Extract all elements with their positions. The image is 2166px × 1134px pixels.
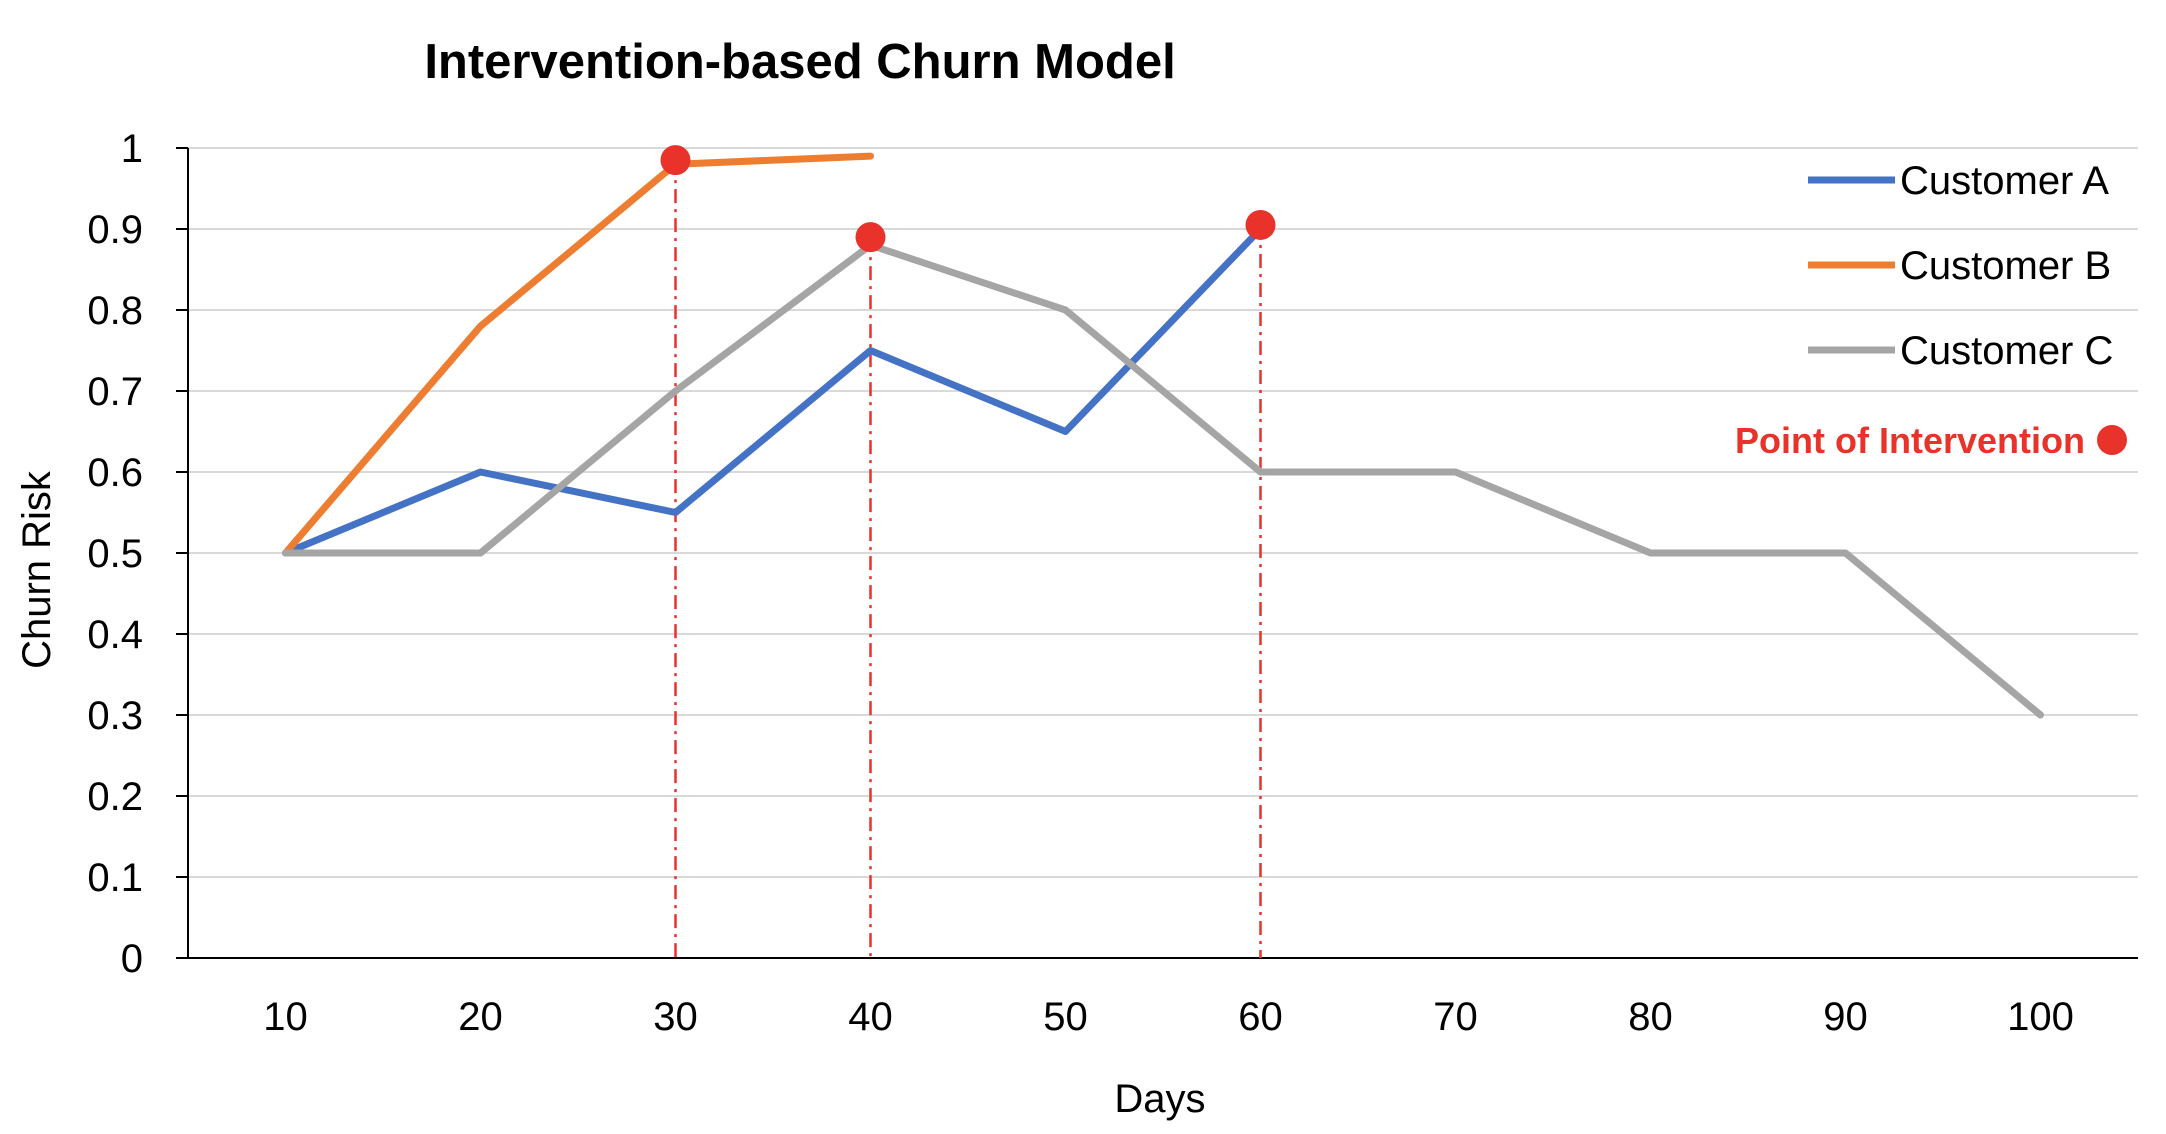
x-axis-ticks: 10 20 30 40 50 60 70 80 90 100 xyxy=(263,995,2074,1039)
y-tick-label: 0.2 xyxy=(87,775,143,819)
y-tick-label: 0.7 xyxy=(87,370,143,414)
x-tick-label: 100 xyxy=(2007,995,2074,1039)
y-tick-label: 0.6 xyxy=(87,451,143,495)
intervention-point xyxy=(855,222,886,253)
x-tick-label: 80 xyxy=(1628,995,1673,1039)
x-axis-label: Days xyxy=(1114,1077,1205,1121)
x-tick-label: 50 xyxy=(1043,995,1088,1039)
legend-label: Customer B xyxy=(1900,244,2111,288)
x-tick-label: 30 xyxy=(653,995,698,1039)
y-tick-label: 0.3 xyxy=(87,694,143,738)
legend-label: Customer A xyxy=(1900,159,2109,203)
series-line-customer-c xyxy=(282,241,2044,719)
series-line-customer-b xyxy=(282,152,874,557)
y-axis-ticks: 0 0.1 0.2 0.3 0.4 0.5 0.6 0.7 0.8 0.9 1 xyxy=(87,127,2138,981)
x-tick-label: 20 xyxy=(458,995,503,1039)
legend: Customer A Customer B Customer C Point of I… xyxy=(1735,159,2127,461)
y-tick-label: 0.1 xyxy=(87,856,143,900)
series-lines xyxy=(282,152,2044,719)
x-tick-label: 90 xyxy=(1823,995,1868,1039)
y-tick-label: 0.9 xyxy=(87,208,143,252)
series-line-customer-a xyxy=(282,225,1264,557)
intervention-lines xyxy=(674,160,1262,958)
y-tick-label: 0.8 xyxy=(87,289,143,333)
x-tick-label: 40 xyxy=(848,995,893,1039)
x-tick-label: 60 xyxy=(1238,995,1283,1039)
legend-intervention-dot xyxy=(2097,425,2127,455)
intervention-point xyxy=(660,145,691,176)
y-axis-label: Churn Risk xyxy=(15,470,59,669)
y-tick-label: 1 xyxy=(121,127,143,171)
y-tick-label: 0.4 xyxy=(87,613,143,657)
chart-title: Intervention-based Churn Model xyxy=(424,35,1175,89)
x-tick-label: 10 xyxy=(263,995,308,1039)
legend-label: Customer C xyxy=(1900,329,2113,373)
intervention-point xyxy=(1245,209,1276,240)
gridlines xyxy=(188,147,2138,878)
legend-intervention-label: Point of Intervention xyxy=(1735,420,2085,461)
y-tick-label: 0.5 xyxy=(87,532,143,576)
x-tick-label: 70 xyxy=(1433,995,1478,1039)
intervention-markers xyxy=(660,145,1276,253)
y-tick-label: 0 xyxy=(121,937,143,981)
